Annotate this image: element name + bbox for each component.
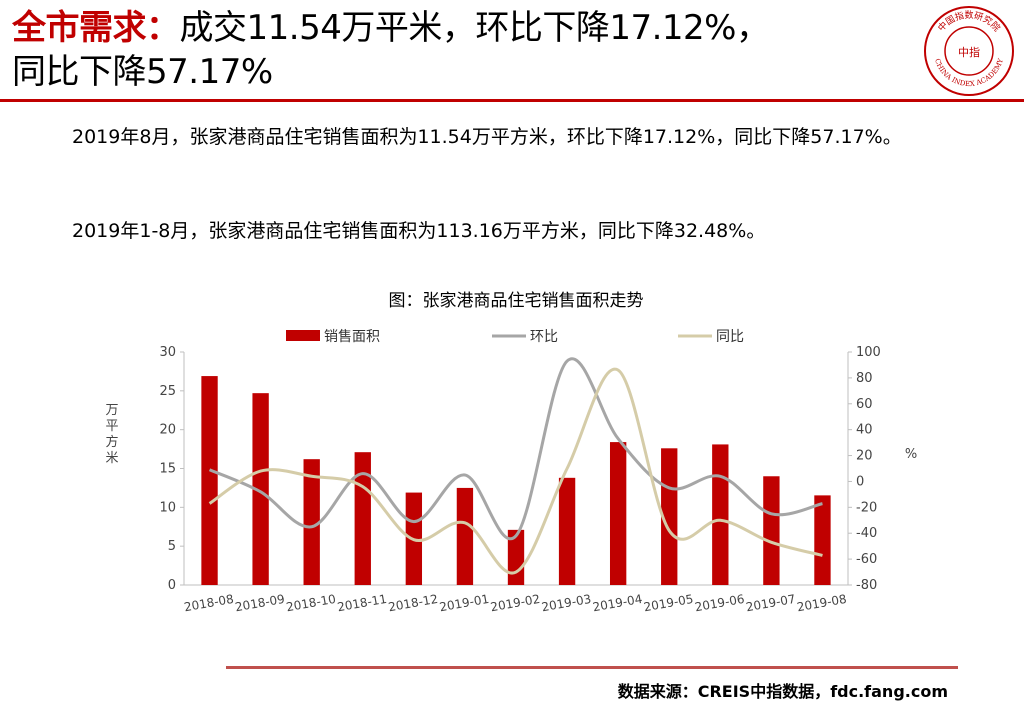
- y2-axis-label: %: [905, 447, 917, 462]
- bar-sales-area: [201, 376, 218, 585]
- x-tick-label: 2019-04: [592, 592, 644, 614]
- footer-divider: [226, 666, 958, 669]
- y-tick-label: 30: [159, 345, 176, 360]
- y-tick-label: 15: [159, 462, 176, 477]
- data-source: 数据来源：CREIS中指数据，fdc.fang.com: [617, 682, 948, 701]
- x-tick-label: 2019-07: [745, 592, 797, 614]
- bar-sales-area: [661, 448, 678, 585]
- x-tick-label: 2018-12: [387, 592, 439, 614]
- logo-text-center: 中指: [958, 45, 980, 59]
- y2-tick-label: 100: [856, 345, 881, 360]
- x-tick-label: 2018-11: [336, 592, 388, 614]
- svg-text:CHINA INDEX ACADEMY: CHINA INDEX ACADEMY: [933, 57, 1005, 88]
- y-tick-label: 0: [168, 578, 176, 593]
- paragraph-ytd: 2019年1-8月，张家港商品住宅销售面积为113.16万平方米，同比下降32.…: [72, 220, 766, 242]
- legend-label: 环比: [530, 329, 558, 345]
- y-tick-label: 20: [159, 423, 176, 438]
- y2-tick-label: -60: [856, 552, 877, 567]
- x-tick-label: 2019-02: [489, 592, 541, 614]
- line-mom: [208, 357, 823, 541]
- bar-sales-area: [507, 529, 525, 585]
- title-line1: 成交11.54万平米，环比下降17.12%，: [179, 8, 770, 48]
- bar-sales-area: [456, 487, 474, 585]
- x-tick-label: 2018-09: [234, 592, 286, 614]
- bar-series: [201, 376, 831, 585]
- x-tick-label: 2019-05: [643, 592, 695, 614]
- bar-sales-area: [303, 459, 320, 585]
- y2-tick-label: 0: [856, 474, 864, 489]
- line-series: [208, 357, 823, 575]
- bar-sales-area: [354, 452, 371, 585]
- x-tick-label: 2019-08: [796, 592, 848, 614]
- y-tick-label: 5: [168, 539, 176, 554]
- title-highlight: 全市需求：: [12, 8, 180, 48]
- title-line2: 同比下降57.17%: [12, 52, 273, 92]
- y2-tick-label: 20: [856, 449, 873, 464]
- legend-swatch-sales-area: [286, 330, 320, 341]
- y2-tick-label: 60: [856, 397, 873, 412]
- y2-tick-label: -80: [856, 578, 877, 593]
- x-tick-label: 2018-08: [183, 592, 235, 614]
- legend-label: 销售面积: [324, 329, 380, 345]
- x-tick-label: 2019-01: [438, 592, 490, 614]
- logo-text-bottom: CHINA INDEX ACADEMY: [933, 57, 1005, 88]
- china-index-academy-logo: 中国指数研究院 CHINA INDEX ACADEMY 中指: [924, 6, 1014, 96]
- bar-sales-area: [609, 442, 627, 585]
- y-tick-label: 25: [159, 384, 176, 399]
- page-title: 全市需求：成交11.54万平米，环比下降17.12%， 同比下降57.17%: [12, 6, 912, 94]
- legend-label: 同比: [716, 329, 744, 345]
- y2-tick-label: 80: [856, 371, 873, 386]
- bar-sales-area: [252, 393, 269, 585]
- x-tick-label: 2019-06: [694, 592, 746, 614]
- y2-tick-label: -20: [856, 500, 877, 515]
- bar-sales-area: [763, 476, 780, 585]
- bar-sales-area: [814, 495, 831, 585]
- y-axis-label: 万平方米: [105, 403, 118, 466]
- sales-area-chart: 图：张家港商品住宅销售面积走势 销售面积 环比 同比 0 5 10 15 20 25 30 -80…: [105, 291, 917, 614]
- bar-sales-area: [558, 477, 576, 585]
- y2-tick-label: -40: [856, 526, 877, 541]
- x-tick-label: 2018-10: [285, 592, 337, 614]
- title-divider: [0, 99, 1024, 102]
- y2-tick-label: 40: [856, 423, 873, 438]
- chart-title: 图：张家港商品住宅销售面积走势: [389, 291, 644, 311]
- y-tick-label: 10: [159, 500, 176, 515]
- bar-sales-area: [712, 444, 729, 585]
- chart-legend: 销售面积 环比 同比: [286, 329, 744, 345]
- x-tick-label: 2019-03: [540, 592, 592, 614]
- paragraph-monthly: 2019年8月，张家港商品住宅销售面积为11.54万平方米，环比下降17.12%…: [72, 126, 902, 148]
- line-yoy: [208, 367, 823, 575]
